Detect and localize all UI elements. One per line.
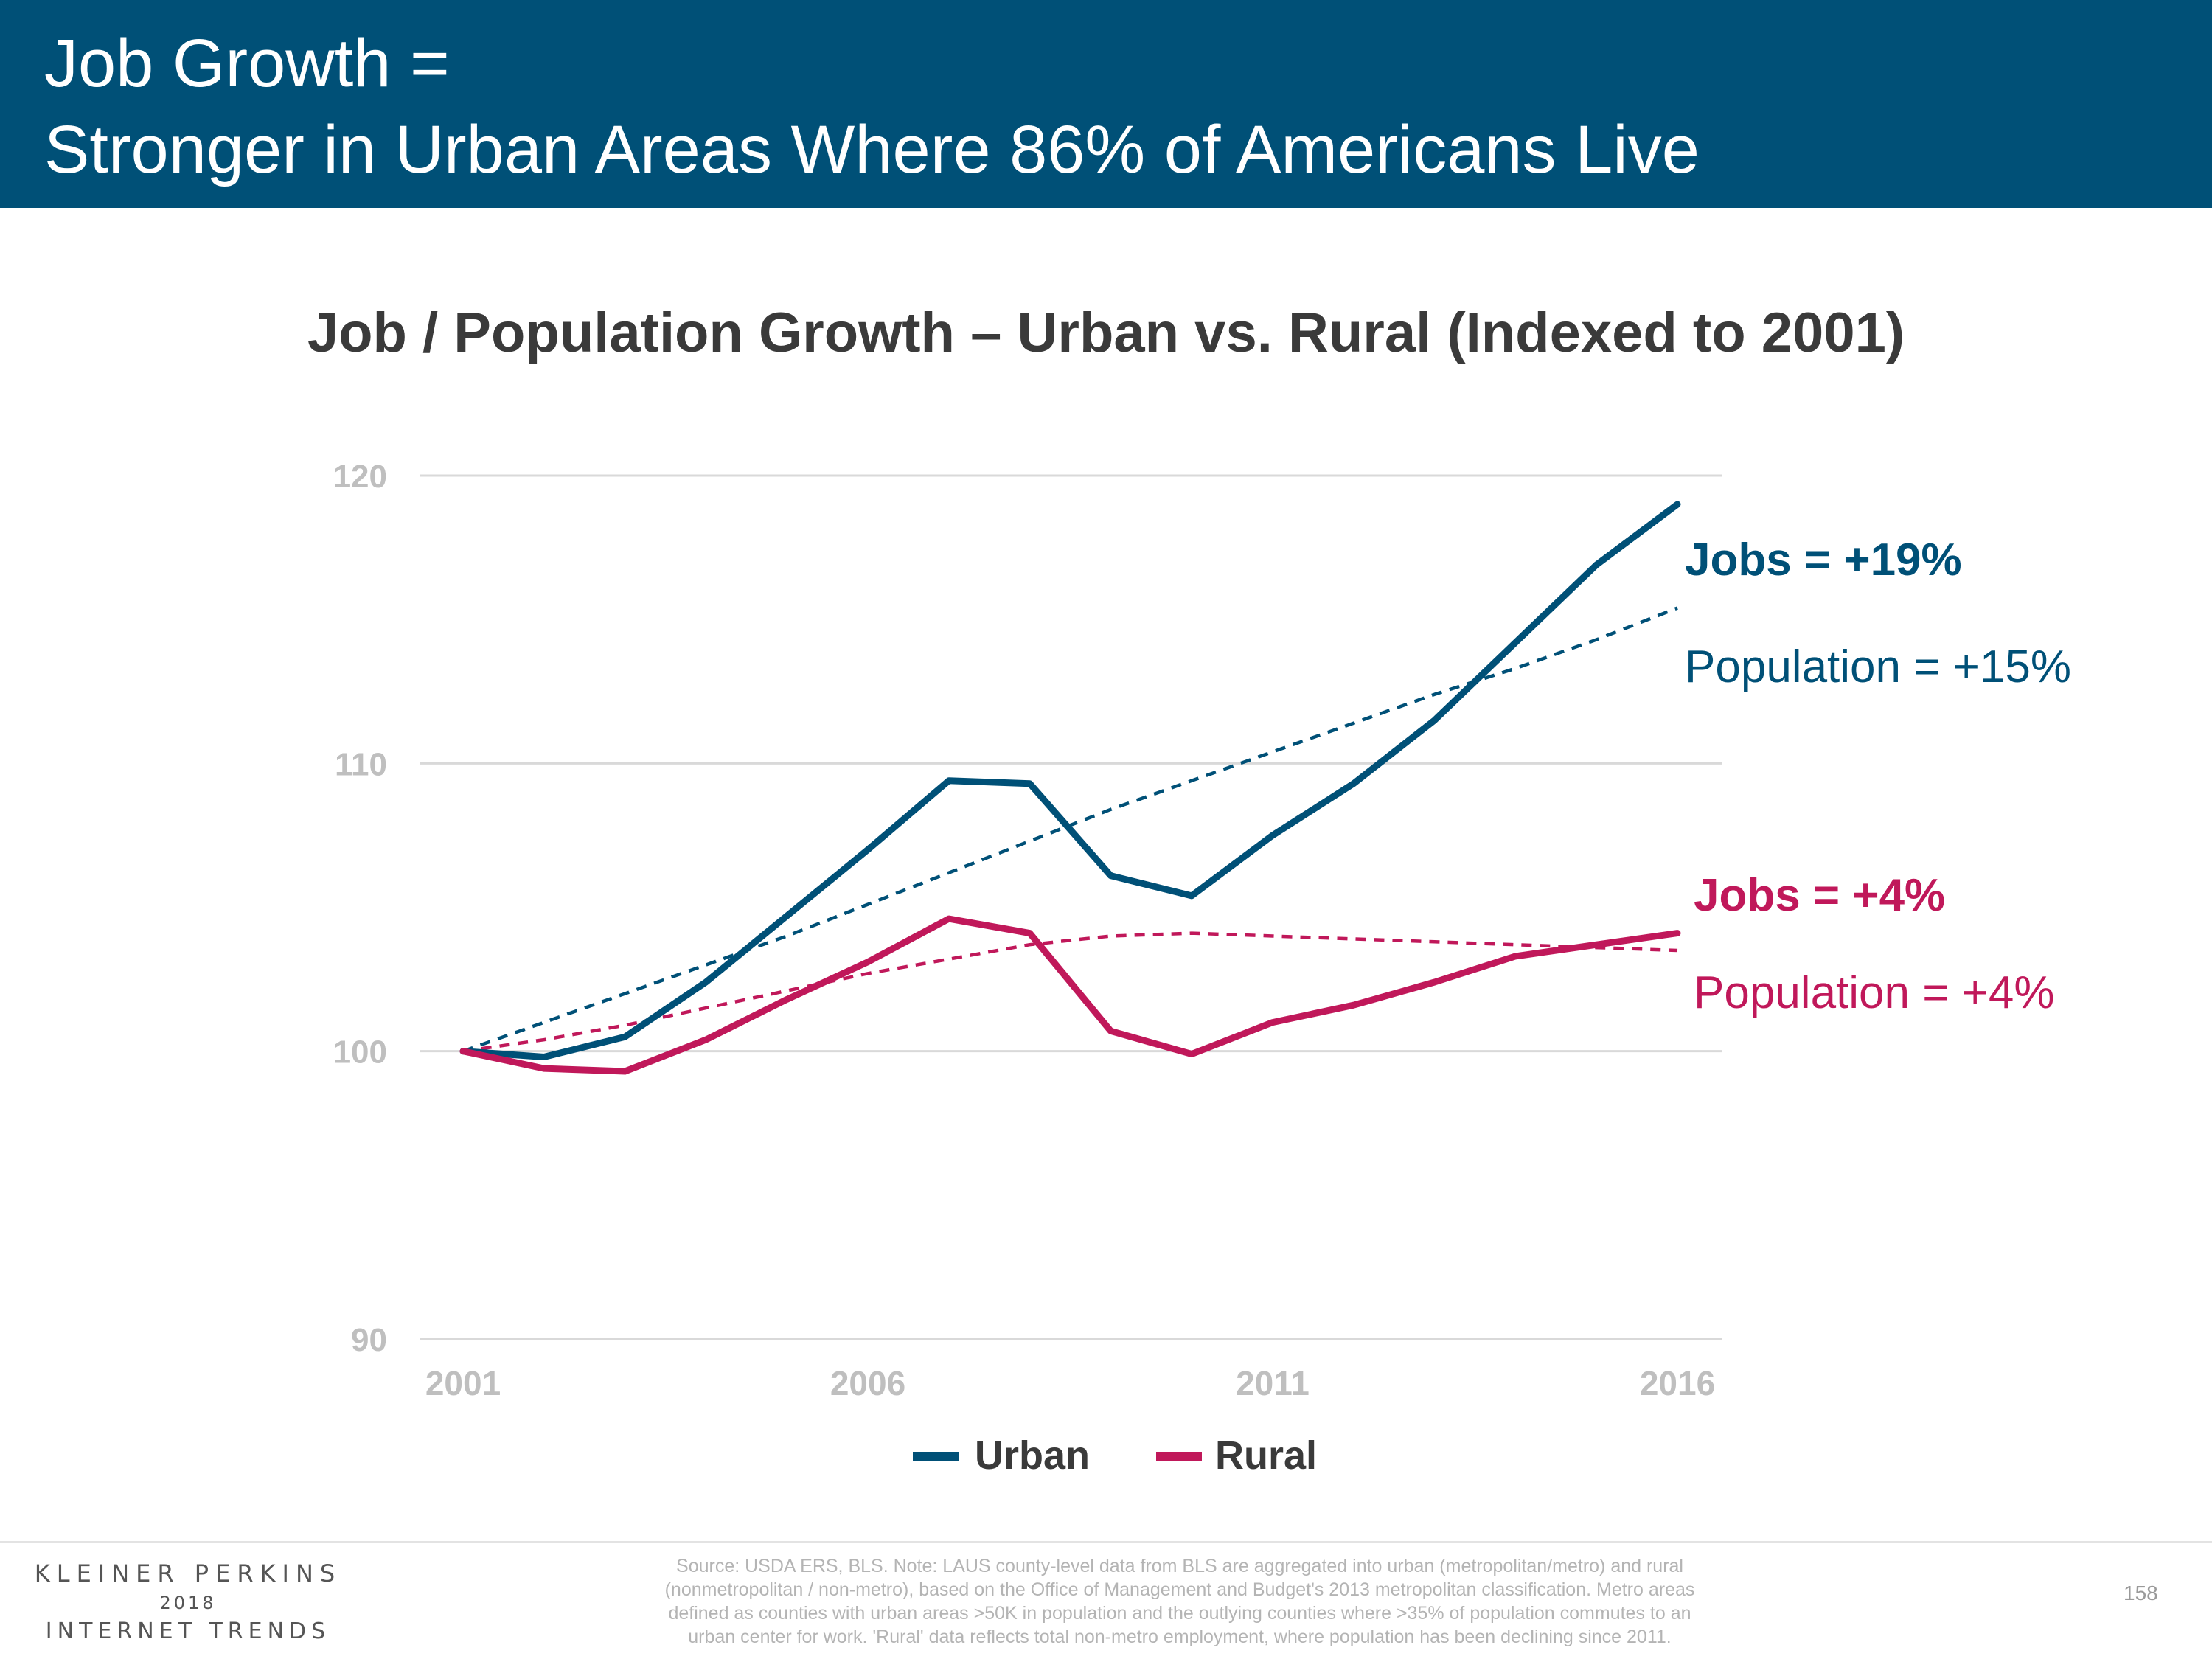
series-annotation: Jobs = +4% <box>1694 870 1945 921</box>
urban-series-line <box>459 501 1681 1060</box>
source-line: (nonmetropolitan / non-metro), based on … <box>664 1579 1695 1600</box>
y-tick-label: 100 <box>333 1034 387 1071</box>
brand-year: 2018 <box>159 1593 217 1613</box>
brand-logo: KLEINER PERKINS 2018 INTERNET TRENDS <box>15 1562 361 1643</box>
slide-title-line-2: Stronger in Urban Areas Where 86% of Ame… <box>44 112 1700 187</box>
source-line: defined as counties with urban areas >50… <box>668 1603 1691 1624</box>
source-line: Source: USDA ERS, BLS. Note: LAUS county… <box>676 1556 1683 1576</box>
rural-population-trend-line <box>462 931 1678 1053</box>
source-note: Source: USDA ERS, BLS. Note: LAUS county… <box>568 1554 1792 1649</box>
x-tick-label: 2016 <box>1640 1364 1715 1402</box>
y-tick-label: 120 <box>333 459 387 495</box>
y-tick-label: 90 <box>351 1322 387 1358</box>
legend-label: Urban <box>975 1433 1090 1478</box>
x-tick-label: 2006 <box>830 1364 905 1402</box>
x-tick-label: 2001 <box>425 1364 501 1402</box>
y-tick-label: 110 <box>335 746 387 782</box>
page-number: 158 <box>2124 1582 2158 1604</box>
chart-title: Job / Population Growth – Urban vs. Rura… <box>307 302 1905 364</box>
source-line: urban center for work. 'Rural' data refl… <box>688 1627 1672 1647</box>
brand-name: KLEINER PERKINS <box>34 1559 342 1587</box>
legend-label: Rural <box>1215 1433 1317 1478</box>
header-banner: Job Growth = Stronger in Urban Areas Whe… <box>0 0 2212 208</box>
brand-report: INTERNET TRENDS <box>45 1618 331 1644</box>
x-tick-label: 2011 <box>1236 1364 1310 1402</box>
series-annotation: Jobs = +19% <box>1685 535 1962 585</box>
series-annotation: Population = +4% <box>1694 967 2055 1018</box>
footer-divider <box>0 1541 2212 1543</box>
series-annotation: Population = +15% <box>1685 641 2071 692</box>
rural-series-line <box>459 915 1681 1075</box>
slide-title-line-1: Job Growth = <box>44 26 450 101</box>
